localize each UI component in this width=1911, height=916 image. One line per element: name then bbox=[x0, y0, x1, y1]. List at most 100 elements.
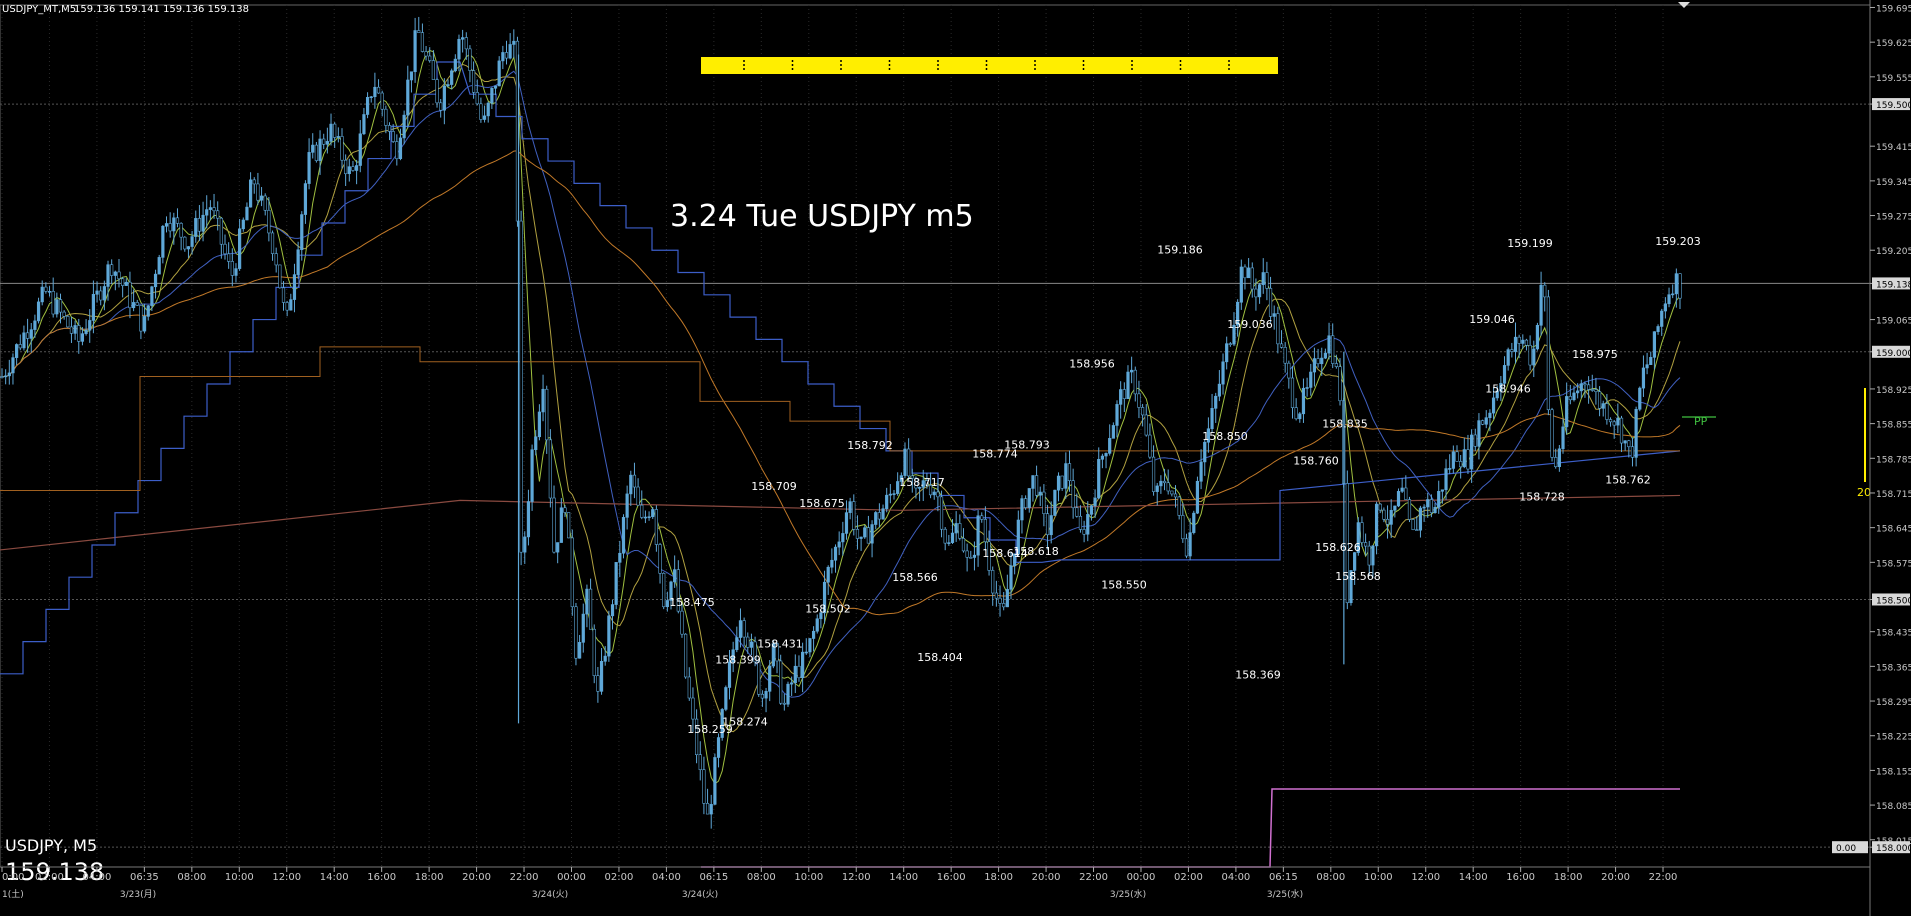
candle-body bbox=[362, 114, 366, 135]
candle-body bbox=[0, 376, 4, 378]
candle-body bbox=[1389, 509, 1393, 525]
price-annotation: 158.956 bbox=[1069, 358, 1115, 371]
candle-body bbox=[687, 676, 691, 699]
price-annotation: 158.709 bbox=[751, 480, 797, 493]
candle-body bbox=[987, 541, 991, 571]
candle-body bbox=[1652, 331, 1657, 358]
candle-body bbox=[1488, 412, 1492, 418]
candle-body bbox=[1433, 507, 1437, 514]
candle-body bbox=[289, 299, 293, 311]
candle-body bbox=[336, 136, 340, 138]
candle-body bbox=[117, 271, 121, 280]
time-tick-label: 22:00 bbox=[510, 872, 539, 883]
candle-body bbox=[1312, 358, 1317, 373]
price-annotation: 158.274 bbox=[722, 715, 768, 728]
price-annotation: 158.431 bbox=[757, 638, 803, 651]
price-annotation: 159.199 bbox=[1507, 237, 1553, 250]
candle-body bbox=[1257, 284, 1262, 298]
time-tick-label: 00:00 bbox=[1127, 872, 1156, 883]
scroll-marker-icon[interactable] bbox=[1678, 2, 1690, 8]
candle-body bbox=[1214, 395, 1218, 409]
ohlc-values: 159.136 159.141 159.136 159.138 bbox=[74, 4, 249, 15]
candle-body bbox=[969, 556, 973, 559]
candle-body bbox=[212, 207, 216, 212]
time-tick-label: 02:00 bbox=[35, 872, 64, 883]
price-annotations: 159.186 159.199 159.203 159.036 159.046 158.9… bbox=[669, 235, 1701, 736]
candle-body bbox=[1532, 348, 1536, 366]
candle-body bbox=[811, 630, 816, 639]
time-tick-label: 02:00 bbox=[1174, 872, 1203, 883]
candle-body bbox=[66, 316, 70, 328]
price-tick-label: 159.275 bbox=[1876, 213, 1911, 223]
candle-body bbox=[1385, 518, 1390, 525]
candle-body bbox=[402, 114, 406, 139]
candle-body bbox=[504, 52, 509, 59]
big-price: 159.138 bbox=[5, 858, 104, 886]
candle-body bbox=[1422, 506, 1426, 509]
candle-body bbox=[47, 291, 52, 293]
candle-body bbox=[844, 512, 849, 534]
candle-body bbox=[1543, 284, 1547, 298]
price-tick-label: 158.155 bbox=[1876, 767, 1911, 777]
candle-body bbox=[300, 214, 304, 251]
candle-body bbox=[1086, 514, 1090, 535]
price-annotation: 158.835 bbox=[1322, 418, 1368, 431]
candle-body bbox=[947, 542, 951, 544]
candle-body bbox=[1667, 294, 1671, 305]
candle-body bbox=[1656, 326, 1660, 332]
candle-body bbox=[764, 691, 768, 699]
candle-body bbox=[1217, 383, 1221, 397]
candle-body bbox=[698, 754, 702, 771]
candle-body bbox=[486, 102, 490, 117]
candle-body bbox=[749, 641, 754, 648]
candle-body bbox=[1254, 288, 1258, 298]
candle-body bbox=[822, 581, 827, 614]
time-tick-label: 14:00 bbox=[889, 872, 918, 883]
candle-body bbox=[186, 246, 191, 250]
candle-body bbox=[1418, 507, 1423, 531]
candle-body bbox=[58, 299, 63, 313]
time-tick-label: 16:00 bbox=[1506, 872, 1535, 883]
candle-body bbox=[51, 291, 55, 315]
price-annotation: 159.186 bbox=[1157, 244, 1203, 257]
price-tick-label: 158.785 bbox=[1876, 455, 1911, 465]
candle-body bbox=[713, 757, 717, 805]
candle-body bbox=[11, 357, 15, 374]
time-tick-label: 14:00 bbox=[1459, 872, 1488, 883]
candle-body bbox=[62, 311, 66, 317]
candle-body bbox=[618, 552, 622, 563]
price-annotation: 158.404 bbox=[917, 651, 963, 664]
price-annotation: 158.626 bbox=[1315, 541, 1361, 554]
candle-body bbox=[665, 600, 669, 608]
price-annotation: 158.618 bbox=[1013, 545, 1059, 558]
candle-body bbox=[1133, 369, 1137, 395]
candle-body bbox=[1429, 499, 1434, 514]
candle-body bbox=[1005, 589, 1009, 608]
candle-body bbox=[1192, 512, 1196, 533]
candle-body bbox=[1243, 266, 1247, 279]
candle-body bbox=[95, 290, 99, 295]
candle-body bbox=[1502, 365, 1507, 384]
candle-body bbox=[939, 496, 944, 530]
candle-body bbox=[1053, 489, 1057, 516]
candle-body bbox=[647, 516, 651, 519]
candle-body bbox=[523, 536, 527, 553]
candle-body bbox=[365, 97, 370, 115]
candle-body bbox=[1528, 345, 1532, 366]
candle-body bbox=[833, 546, 838, 561]
candle-body bbox=[1605, 403, 1609, 420]
candle-body bbox=[1360, 522, 1364, 543]
candle-body bbox=[1608, 419, 1613, 423]
candle-body bbox=[632, 474, 637, 488]
candle-body bbox=[267, 209, 271, 234]
candle-body bbox=[468, 48, 472, 71]
candle-body bbox=[1130, 369, 1134, 373]
candle-body bbox=[424, 51, 428, 57]
candle-body bbox=[848, 501, 852, 513]
candle-body bbox=[102, 286, 106, 301]
candle-body bbox=[1290, 377, 1295, 408]
candle-body bbox=[1126, 371, 1130, 400]
candle-body bbox=[77, 325, 81, 342]
candle-body bbox=[592, 628, 596, 676]
